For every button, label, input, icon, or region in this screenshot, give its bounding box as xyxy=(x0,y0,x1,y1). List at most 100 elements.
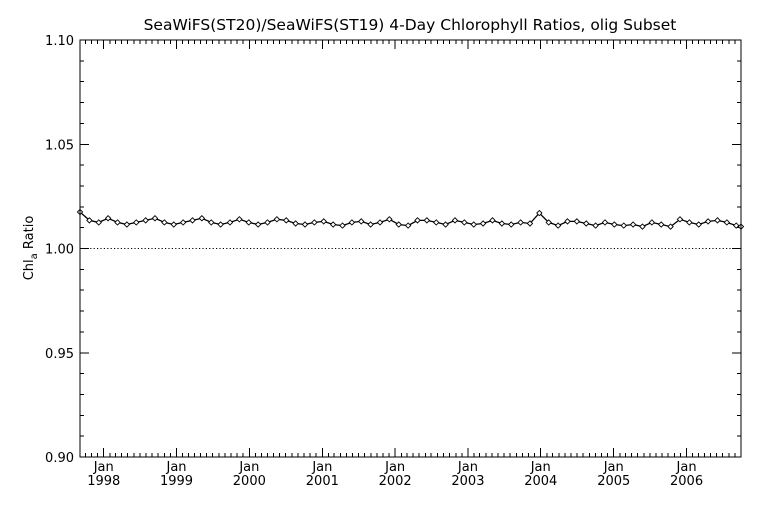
series-point xyxy=(320,218,327,225)
y-axis-label-suffix: Ratio xyxy=(22,216,37,254)
x-tick-year: 2000 xyxy=(233,474,266,489)
series-point xyxy=(517,219,524,226)
series-point xyxy=(123,221,131,228)
series-point xyxy=(470,221,477,228)
series-point xyxy=(217,221,224,228)
series-point xyxy=(254,221,262,228)
series-point xyxy=(601,219,609,226)
series-point xyxy=(714,217,721,224)
series-point xyxy=(592,222,599,229)
series-point xyxy=(386,216,393,223)
series-point xyxy=(283,217,290,224)
series-point xyxy=(133,219,140,226)
series-point xyxy=(704,218,712,225)
series-point xyxy=(554,222,562,229)
y-tick-label: 0.95 xyxy=(45,347,74,362)
series-point xyxy=(404,222,412,229)
series-point xyxy=(629,221,637,228)
series-point xyxy=(142,217,149,224)
series-point xyxy=(395,221,402,228)
x-tick-month: Jan xyxy=(457,460,478,475)
y-tick-label: 1.05 xyxy=(45,138,74,153)
series-point xyxy=(545,219,552,226)
series-point xyxy=(582,220,590,227)
series-point xyxy=(526,220,534,227)
y-tick-label: 1.10 xyxy=(45,34,74,49)
series-point xyxy=(461,219,468,226)
series-point xyxy=(442,221,449,228)
y-axis: 1.10 1.05 1.00 0.95 0.90 xyxy=(45,34,741,466)
series-point xyxy=(301,221,309,228)
x-tick-year: 1998 xyxy=(87,474,120,489)
x-tick-month: Jan xyxy=(166,460,187,475)
series-point xyxy=(273,216,281,223)
series-point xyxy=(226,219,234,226)
series-point xyxy=(676,216,684,223)
series-point xyxy=(208,219,215,226)
series-point xyxy=(536,209,543,217)
series-point xyxy=(723,219,731,226)
series-point xyxy=(667,223,674,230)
series-point xyxy=(189,217,196,224)
series-point xyxy=(451,217,459,224)
series-point xyxy=(236,216,243,223)
series-point xyxy=(329,221,337,228)
x-tick-year: 2005 xyxy=(597,474,630,489)
series-point xyxy=(620,222,627,229)
series-point xyxy=(357,218,365,225)
y-axis-label-main: Chl xyxy=(22,259,37,280)
plot-frame xyxy=(79,39,742,458)
series-point xyxy=(95,219,102,226)
series-point xyxy=(498,220,506,227)
x-axis: Jan1998Jan1999Jan2000Jan2001Jan2002Jan20… xyxy=(84,40,742,489)
series-point xyxy=(686,219,693,226)
series-point xyxy=(245,219,252,226)
x-tick-month: Jan xyxy=(238,460,259,475)
x-tick-year: 2006 xyxy=(670,474,703,489)
series-point xyxy=(657,221,665,228)
chart-title: SeaWiFS(ST20)/SeaWiFS(ST19) 4-Day Chloro… xyxy=(144,16,677,34)
series-point xyxy=(292,220,299,227)
series-point xyxy=(507,221,515,228)
x-tick-year: 2001 xyxy=(306,474,339,489)
series-point xyxy=(311,219,318,226)
series-point xyxy=(564,218,571,225)
series-point xyxy=(179,219,187,226)
x-tick-year: 2004 xyxy=(524,474,557,489)
x-tick-month: Jan xyxy=(384,460,405,475)
y-tick-label: 1.00 xyxy=(45,243,74,258)
series-markers xyxy=(76,208,745,230)
series-point xyxy=(611,221,618,228)
series-point xyxy=(414,217,421,224)
series-point xyxy=(348,219,356,226)
series-point xyxy=(114,219,121,226)
series-point xyxy=(423,217,431,224)
series-point xyxy=(264,219,271,226)
series-point xyxy=(104,215,112,222)
x-tick-year: 2002 xyxy=(379,474,412,489)
y-tick-label: 0.90 xyxy=(45,451,74,466)
series-point xyxy=(489,217,496,224)
x-tick-month: Jan xyxy=(311,460,332,475)
series-point xyxy=(732,222,740,229)
x-tick-year: 1999 xyxy=(160,474,193,489)
series-point xyxy=(639,223,646,230)
series-point xyxy=(161,219,168,226)
series-point xyxy=(432,219,440,226)
series-point xyxy=(170,221,177,228)
series-point xyxy=(648,219,656,226)
series-point xyxy=(367,221,374,228)
y-axis-label: Chla Ratio xyxy=(22,216,40,281)
series-point xyxy=(86,217,93,224)
series-point xyxy=(695,221,702,228)
series-point xyxy=(573,218,581,225)
x-tick-month: Jan xyxy=(603,460,624,475)
x-tick-year: 2003 xyxy=(451,474,484,489)
series-point xyxy=(479,220,487,227)
x-tick-month: Jan xyxy=(530,460,551,475)
series-point xyxy=(198,215,206,222)
series-point xyxy=(339,222,346,229)
x-tick-month: Jan xyxy=(93,460,114,475)
x-tick-month: Jan xyxy=(676,460,697,475)
